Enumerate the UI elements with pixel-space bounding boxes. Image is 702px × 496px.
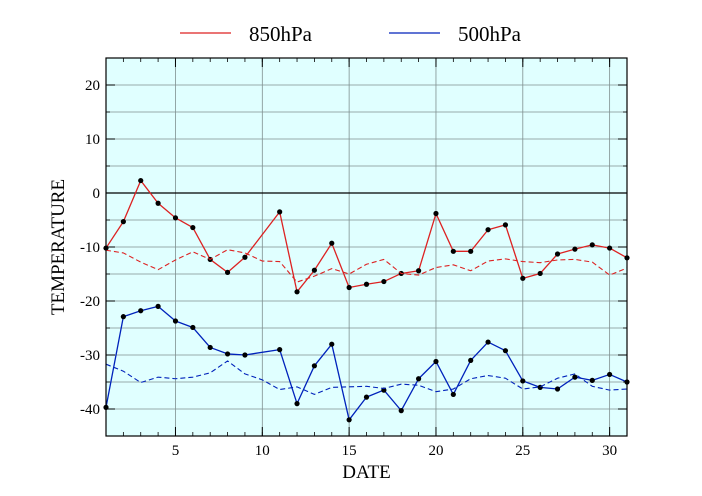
- data-point: [537, 270, 543, 277]
- data-point: [485, 339, 491, 345]
- data-point: [363, 281, 370, 287]
- y-tick-label: 10: [85, 132, 100, 148]
- data-point: [520, 378, 526, 384]
- y-tick-label: 0: [93, 186, 101, 202]
- data-point: [190, 224, 196, 231]
- data-point: [607, 245, 613, 251]
- data-point: [589, 377, 595, 383]
- data-point: [450, 391, 456, 398]
- x-tick-label: 10: [255, 443, 270, 459]
- axes: 5 10 15 20 25 30 20 10 0 -10 -20 -30 -40: [80, 57, 628, 459]
- x-tick-label: 15: [342, 443, 357, 459]
- data-point: [468, 357, 474, 363]
- data-point: [485, 227, 491, 233]
- y-tick-label: -10: [80, 240, 100, 256]
- data-point: [120, 219, 126, 225]
- data-point: [416, 268, 422, 274]
- data-point: [416, 376, 422, 382]
- data-point: [120, 314, 126, 320]
- data-point: [138, 308, 144, 314]
- data-point: [294, 289, 300, 295]
- data-point: [607, 371, 613, 378]
- series-line-dashed: [105, 360, 628, 395]
- data-point: [589, 242, 595, 248]
- x-tick-label: 30: [602, 443, 617, 459]
- y-tick-label: -40: [80, 402, 100, 418]
- data-point: [572, 374, 578, 380]
- data-point: [190, 324, 196, 331]
- data-point: [311, 363, 317, 369]
- legend: 850hPa 500hPa: [180, 22, 522, 46]
- data-point: [277, 209, 283, 215]
- series-line: [105, 179, 628, 293]
- data-point: [381, 278, 387, 285]
- x-tick-label: 20: [428, 443, 443, 459]
- data-point: [433, 358, 439, 365]
- data-point: [172, 215, 179, 221]
- series-3: [105, 360, 628, 395]
- data-point: [502, 348, 509, 354]
- data-point: [242, 254, 248, 260]
- data-point: [207, 344, 213, 351]
- legend-label: 850hPa: [249, 22, 313, 46]
- data-point: [329, 240, 335, 246]
- legend-label: 500hPa: [458, 22, 522, 46]
- series-1: [105, 249, 628, 283]
- data-point: [155, 200, 161, 206]
- y-tick-label: -20: [80, 294, 100, 310]
- data-point: [224, 351, 231, 357]
- data-point: [450, 248, 456, 254]
- data-point: [554, 386, 561, 392]
- data-point: [172, 318, 179, 324]
- x-tick-label: 5: [172, 443, 180, 459]
- data-point: [433, 210, 439, 217]
- data-point: [329, 341, 335, 347]
- x-axis-title: DATE: [342, 462, 391, 483]
- grid: [106, 58, 627, 436]
- data-point: [138, 177, 144, 184]
- data-point: [572, 246, 578, 252]
- x-tick-label: 25: [515, 443, 530, 459]
- y-axis-title: TEMPERATURE: [48, 179, 69, 315]
- y-tick-label: 20: [85, 78, 100, 94]
- data-point: [554, 251, 561, 257]
- data-point: [346, 417, 352, 423]
- y-tick-label: -30: [80, 348, 100, 364]
- data-point: [294, 401, 300, 407]
- data-point: [311, 267, 317, 273]
- data-point: [363, 394, 370, 400]
- data-point: [155, 303, 161, 309]
- series-line: [105, 305, 628, 421]
- data-point: [502, 222, 509, 228]
- data-point: [398, 408, 404, 414]
- data-point: [346, 284, 352, 291]
- data-point: [224, 269, 231, 275]
- data-point: [468, 248, 474, 254]
- data-point: [242, 352, 248, 358]
- series-line-dashed: [105, 249, 628, 283]
- data-point: [520, 275, 526, 281]
- data-point: [277, 347, 283, 353]
